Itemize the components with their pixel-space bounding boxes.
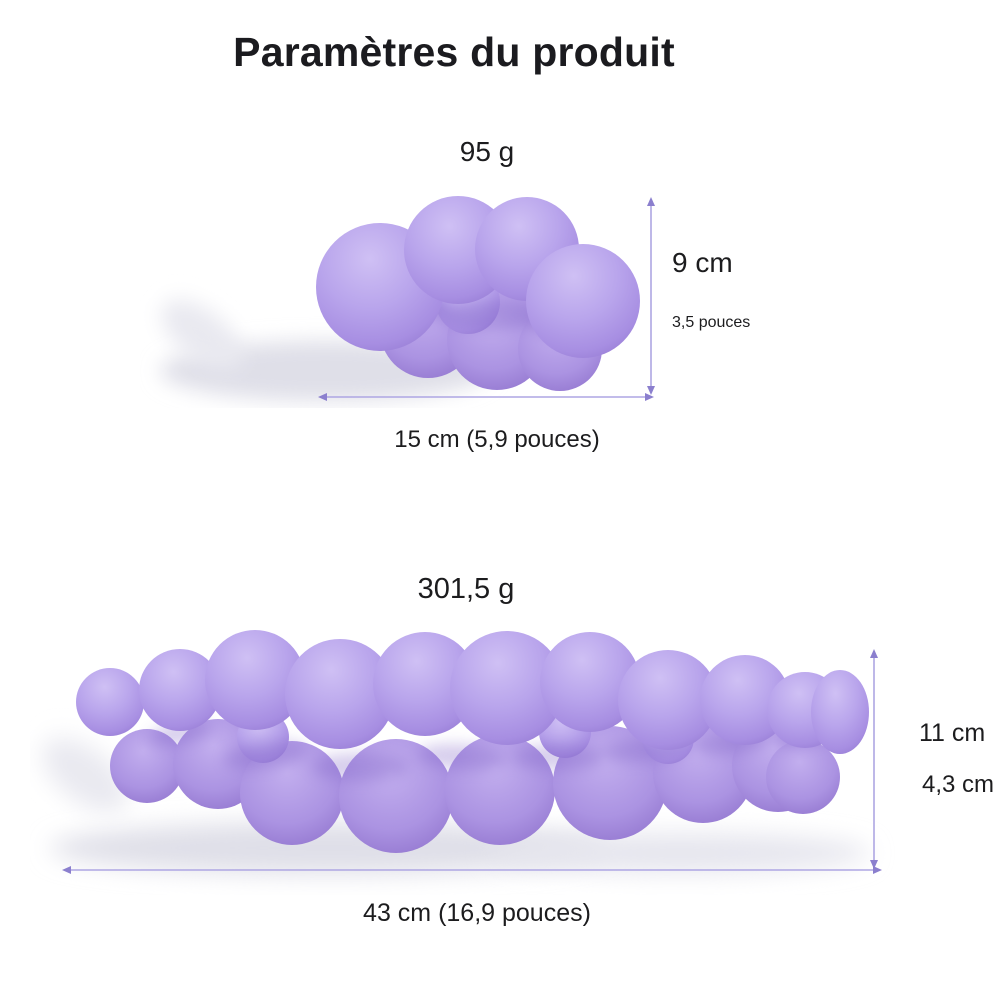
small-cloud-weight-label: 95 g xyxy=(459,136,515,167)
small-cloud-width-label: 15 cm (5,9 pouces) xyxy=(394,426,600,453)
long-cloud-height-arrow xyxy=(870,649,878,869)
small-cloud-width-arrow xyxy=(318,393,654,401)
small-cloud-height-label: 9 cm xyxy=(672,247,733,278)
long-cloud-height-label: 11 cm xyxy=(919,719,986,747)
long-cloud-weight-label: 301,5 g xyxy=(417,573,515,605)
page-title: Paramètres du produit xyxy=(233,29,675,75)
long-cloud-width-arrow xyxy=(62,866,882,874)
small-cloud-image xyxy=(160,196,640,401)
long-cloud-width-label: 43 cm (16,9 pouces) xyxy=(363,899,591,927)
small-cloud-height-alt-label: 3,5 pouces xyxy=(672,314,751,331)
long-cloud-height-alt-label: 4,3 cm xyxy=(922,771,995,798)
long-cloud-image xyxy=(42,630,870,874)
small-cloud-height-arrow xyxy=(647,197,655,395)
